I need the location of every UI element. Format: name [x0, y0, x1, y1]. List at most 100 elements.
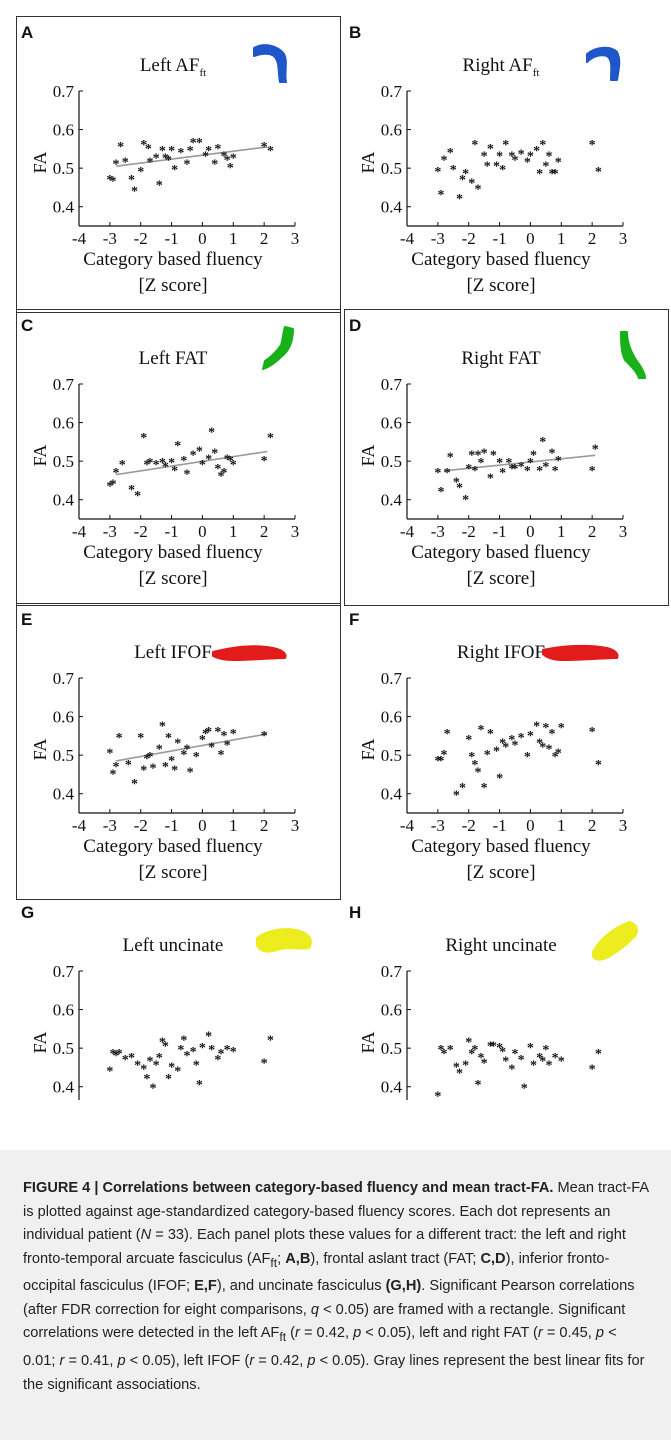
data-point: * — [184, 157, 191, 172]
data-point: * — [542, 460, 549, 475]
data-point: * — [205, 725, 212, 740]
data-point: * — [208, 1043, 215, 1058]
caption-text: ( — [286, 1325, 296, 1342]
tract-shape — [262, 326, 294, 370]
data-point: * — [542, 1043, 549, 1058]
data-point: * — [128, 173, 135, 188]
y-tick-label: 0.4 — [381, 785, 403, 804]
figure: A Left AFft 0.7 0.6 0.5 0.4 -4 -3 -2 -1 0 1 2 3 FA Cate… — [16, 16, 669, 1100]
data-point: * — [558, 1055, 565, 1070]
y-tick-label: 0.5 — [381, 746, 402, 765]
y-tick-label: 0.5 — [53, 746, 74, 765]
y-tick-label: 0.6 — [53, 121, 74, 140]
data-point: * — [518, 460, 525, 475]
x-tick-label: -2 — [134, 522, 148, 541]
data-point: * — [527, 1041, 534, 1056]
x-tick-label: -1 — [164, 229, 178, 248]
data-point: * — [113, 157, 120, 172]
linear-fit-line — [115, 733, 268, 762]
data-point: * — [125, 758, 132, 773]
data-point: * — [549, 447, 556, 462]
data-point: * — [453, 475, 460, 490]
x-tick-label: 3 — [619, 229, 628, 248]
data-point: * — [113, 466, 120, 481]
chart-panel-e: E Left IFOF 0.7 0.6 0.5 0.4 -4 -3 -2 -1 0 1 2 3 FA Cate… — [21, 610, 299, 883]
y-tick-label: 0.7 — [53, 669, 75, 688]
data-point: * — [214, 1053, 221, 1068]
data-point: * — [230, 1045, 237, 1060]
data-point: * — [539, 138, 546, 153]
panel-title-subscript: ft — [533, 67, 540, 79]
x-axis-unit-label: [Z score] — [466, 568, 535, 589]
x-tick-label: 0 — [526, 816, 535, 835]
data-point: * — [162, 1039, 169, 1054]
data-point: * — [162, 152, 169, 167]
data-point: * — [180, 1034, 187, 1049]
data-point: * — [487, 472, 494, 487]
data-point: * — [512, 739, 519, 754]
x-tick-label: 1 — [557, 816, 566, 835]
data-point: * — [490, 448, 497, 463]
data-point: * — [453, 789, 460, 804]
x-tick-label: 1 — [229, 522, 238, 541]
y-tick-label: 0.7 — [53, 962, 75, 981]
data-point: * — [261, 140, 268, 155]
data-point: * — [447, 146, 454, 161]
tract-thumbnail — [256, 928, 312, 953]
x-tick-label: -4 — [400, 229, 415, 248]
data-point: * — [447, 1043, 454, 1058]
x-axis-label: Category based fluency — [83, 542, 263, 563]
y-tick-label: 0.4 — [53, 491, 75, 510]
significance-frame-e — [16, 603, 341, 900]
panel-title: Right AFft — [463, 55, 540, 79]
x-axis-unit-label: [Z score] — [466, 862, 535, 883]
caption-text: = 0.42, — [299, 1325, 354, 1342]
tract-thumbnail — [620, 331, 646, 379]
data-point: * — [109, 175, 116, 190]
data-point: * — [143, 1072, 150, 1087]
data-point: * — [474, 448, 481, 463]
data-point: * — [441, 748, 448, 763]
y-tick-label: 0.6 — [381, 121, 402, 140]
data-point: * — [165, 1072, 172, 1087]
data-point: * — [459, 173, 466, 188]
x-tick-label: 3 — [291, 229, 300, 248]
x-axis-unit-label: [Z score] — [466, 275, 535, 296]
data-point: * — [518, 731, 525, 746]
y-tick-label: 0.6 — [381, 708, 402, 727]
caption-panel-ref: A,B — [285, 1250, 311, 1267]
x-tick-label: -1 — [492, 522, 506, 541]
data-point: * — [165, 731, 172, 746]
y-axis-label: FA — [30, 739, 50, 761]
data-point: * — [545, 150, 552, 165]
x-tick-label: -4 — [72, 816, 87, 835]
x-tick-label: -4 — [72, 522, 87, 541]
data-point: * — [196, 445, 203, 460]
tract-shape — [256, 928, 312, 953]
data-point: * — [481, 781, 488, 796]
data-point: * — [199, 458, 206, 473]
tract-thumbnail — [592, 921, 638, 961]
data-point: * — [434, 165, 441, 180]
y-tick-label: 0.5 — [381, 159, 402, 178]
x-tick-label: -3 — [431, 229, 445, 248]
caption-panel-ref: C,D — [480, 1250, 506, 1267]
data-point: * — [208, 425, 215, 440]
data-point: * — [512, 462, 519, 477]
caption-text: Mean tract-FA is plotted against age-sta… — [23, 1180, 649, 1244]
data-point: * — [518, 148, 525, 163]
x-tick-label: 3 — [619, 816, 628, 835]
data-point: * — [230, 727, 237, 742]
data-point: * — [109, 477, 116, 492]
data-point: * — [545, 1059, 552, 1074]
data-point: * — [261, 454, 268, 469]
x-tick-label: -1 — [164, 522, 178, 541]
data-point: * — [468, 750, 475, 765]
x-tick-label: 2 — [260, 229, 269, 248]
data-point: * — [502, 741, 509, 756]
data-point: * — [471, 758, 478, 773]
panel-title: Right IFOF — [457, 642, 545, 663]
data-point: * — [589, 464, 596, 479]
data-point: * — [159, 719, 166, 734]
